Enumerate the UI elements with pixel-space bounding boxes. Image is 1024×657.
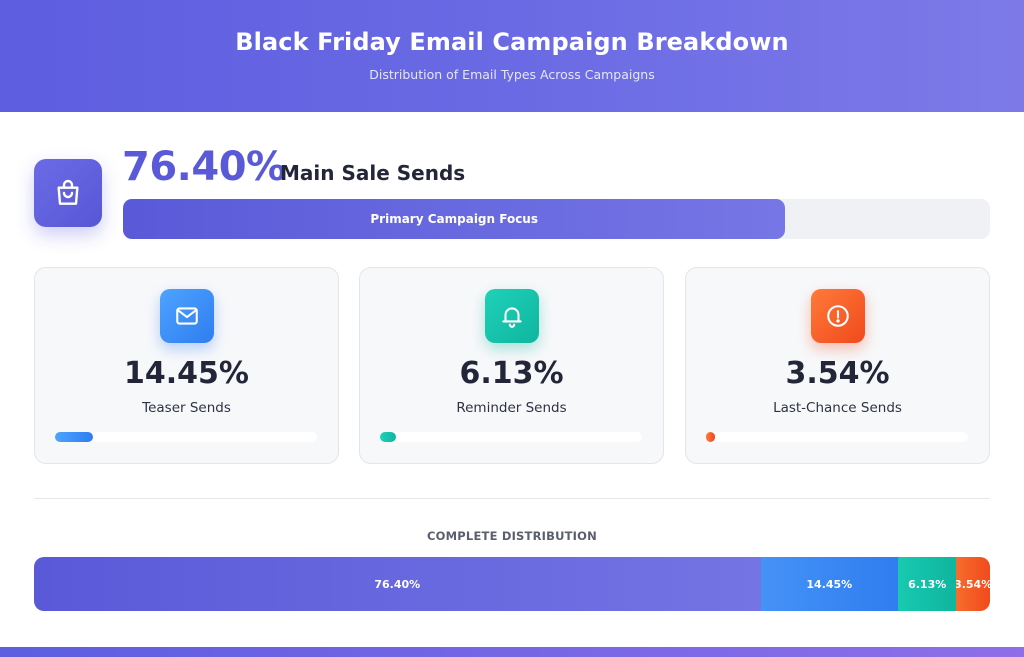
page-subtitle: Distribution of Email Types Across Campa…	[369, 67, 655, 82]
main-sale-progress-track: Primary Campaign Focus	[123, 199, 990, 239]
dist-segment-label: 3.54%	[956, 577, 990, 591]
teaser-card: 14.45% Teaser Sends	[34, 267, 339, 464]
teaser-value: 14.45%	[124, 356, 249, 391]
bell-icon	[485, 289, 539, 343]
reminder-progress-fill	[380, 432, 397, 442]
last-chance-progress-fill	[706, 432, 716, 442]
last-chance-progress-track	[706, 432, 968, 442]
dist-segment-reminder: 6.13%	[898, 557, 957, 611]
last-chance-label: Last-Chance Sends	[773, 400, 902, 416]
dist-segment-label: 76.40%	[374, 577, 421, 591]
section-divider	[34, 498, 990, 499]
alert-icon	[811, 289, 865, 343]
dist-segment-label: 6.13%	[908, 577, 947, 591]
teaser-label: Teaser Sends	[142, 400, 231, 416]
last-chance-card: 3.54% Last-Chance Sends	[685, 267, 990, 464]
distribution-title: COMPLETE DISTRIBUTION	[427, 529, 597, 543]
main-sale-value: 76.40%	[122, 144, 286, 190]
reminder-label: Reminder Sends	[456, 400, 567, 416]
main-sale-bar-label: Primary Campaign Focus	[370, 212, 538, 226]
header-banner: Black Friday Email Campaign Breakdown Di…	[0, 0, 1024, 112]
reminder-card: 6.13% Reminder Sends	[359, 267, 664, 464]
dist-segment-last-chance: 3.54%	[956, 557, 990, 611]
main-sale-progress-fill: Primary Campaign Focus	[123, 199, 786, 239]
teaser-progress-fill	[55, 432, 93, 442]
main-sale-label: Main Sale Sends	[280, 161, 466, 185]
dist-segment-label: 14.45%	[806, 577, 853, 591]
reminder-progress-track	[380, 432, 642, 442]
last-chance-value: 3.54%	[785, 356, 890, 391]
reminder-value: 6.13%	[459, 356, 564, 391]
teaser-progress-track	[55, 432, 317, 442]
dist-segment-main-sale: 76.40%	[34, 557, 761, 611]
bottom-accent-strip	[0, 647, 1024, 657]
shopping-bag-icon	[34, 159, 102, 227]
distribution-stacked-bar: 76.40% 14.45% 6.13% 3.54%	[34, 557, 990, 611]
page-title: Black Friday Email Campaign Breakdown	[235, 28, 789, 56]
dist-segment-teaser: 14.45%	[760, 557, 899, 611]
mail-icon	[160, 289, 214, 343]
